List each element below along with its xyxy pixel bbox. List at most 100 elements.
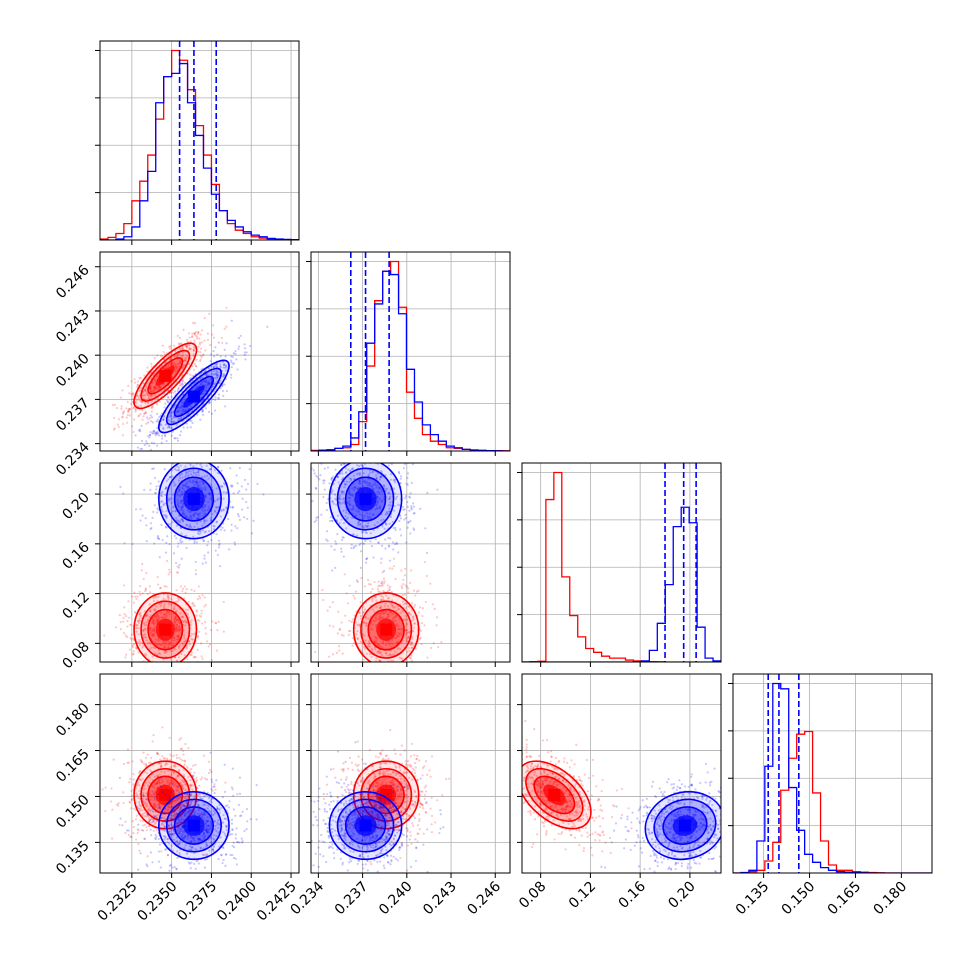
scatter-point	[347, 602, 350, 605]
scatter-point	[176, 634, 179, 638]
scatter-point	[180, 505, 184, 508]
scatter-point	[185, 354, 189, 358]
scatter-point	[167, 594, 170, 597]
scatter-point	[188, 455, 190, 457]
scatter-point	[440, 641, 443, 644]
scatter-point	[155, 685, 157, 687]
scatter-point	[181, 446, 183, 448]
scatter-point	[150, 756, 153, 760]
scatter-point	[196, 532, 200, 535]
scatter-point	[204, 496, 207, 499]
scatter-point	[181, 590, 184, 593]
scatter-point	[338, 628, 341, 631]
scatter-point	[302, 530, 304, 532]
scatter-point	[171, 644, 174, 647]
scatter-point	[137, 771, 141, 775]
scatter-point	[374, 670, 376, 672]
scatter-point	[371, 600, 374, 603]
scatter-point	[205, 386, 208, 389]
scatter-point	[154, 810, 157, 813]
scatter-point	[188, 769, 191, 772]
scatter-point	[145, 825, 148, 829]
scatter-point	[176, 410, 179, 413]
scatter-point	[149, 631, 153, 634]
scatter-point	[207, 461, 209, 463]
scatter-point	[178, 434, 182, 437]
scatter-point	[350, 460, 352, 462]
scatter-point	[384, 602, 387, 605]
scatter-point	[197, 483, 200, 486]
scatter-point	[179, 612, 182, 615]
scatter-point	[197, 330, 200, 334]
scatter-point	[185, 422, 188, 425]
scatter-point	[139, 584, 142, 588]
scatter-point	[148, 397, 151, 400]
scatter-point	[139, 593, 142, 596]
scatter-point	[217, 539, 221, 542]
scatter-point	[395, 641, 398, 645]
scatter-point	[194, 480, 197, 483]
scatter-point	[139, 376, 142, 379]
scatter-point	[179, 380, 182, 383]
scatter-point	[149, 488, 152, 492]
scatter-point	[192, 602, 195, 605]
scatter-point	[174, 363, 177, 366]
scatter-point	[163, 603, 166, 606]
scatter-point	[82, 437, 84, 439]
scatter-point	[162, 641, 165, 644]
scatter-point	[415, 590, 419, 593]
scatter-point	[399, 477, 402, 480]
scatter-point	[183, 585, 186, 588]
scatter-point	[180, 557, 183, 560]
scatter-point	[154, 432, 158, 435]
scatter-point	[374, 648, 377, 651]
scatter-point	[170, 417, 173, 420]
scatter-point	[161, 616, 165, 619]
scatter-point	[180, 492, 183, 495]
scatter-point	[387, 613, 390, 617]
scatter-point	[184, 344, 187, 347]
scatter-point	[407, 521, 410, 524]
scatter-point	[169, 391, 172, 394]
scatter-point	[128, 781, 131, 784]
scatter-point	[163, 665, 165, 667]
scatter-point	[381, 641, 384, 644]
scatter-point	[117, 425, 120, 428]
scatter-point	[172, 481, 175, 484]
scatter-point	[230, 529, 233, 532]
scatter-point	[164, 423, 167, 426]
scatter-point	[208, 401, 212, 404]
scatter-point	[215, 373, 218, 376]
scatter-point	[157, 537, 160, 540]
scatter-point	[375, 640, 378, 643]
scatter-point	[194, 334, 197, 337]
scatter-point	[349, 477, 353, 480]
scatter-point	[222, 363, 225, 367]
scatter-point	[299, 519, 301, 521]
scatter-point	[192, 479, 195, 482]
scatter-point	[186, 509, 190, 512]
scatter-point	[407, 605, 410, 608]
scatter-point	[146, 394, 150, 397]
scatter-point	[128, 408, 131, 411]
scatter-point	[385, 667, 387, 669]
scatter-point	[187, 412, 190, 415]
scatter-point	[396, 605, 399, 608]
scatter-point	[195, 480, 198, 483]
scatter-point	[142, 751, 145, 754]
scatter-point	[217, 397, 220, 400]
scatter-point	[160, 491, 163, 494]
scatter-point	[177, 387, 180, 390]
scatter-point	[306, 506, 308, 508]
scatter-point	[135, 647, 138, 650]
scatter-point	[333, 684, 335, 686]
scatter-point	[180, 616, 183, 619]
scatter-point	[157, 639, 160, 642]
scatter-point	[410, 609, 414, 612]
scatter-point	[152, 829, 155, 832]
scatter-point	[382, 582, 386, 585]
scatter-point	[142, 800, 145, 803]
scatter-point	[391, 605, 394, 608]
scatter-point	[223, 383, 226, 386]
scatter-point	[193, 539, 196, 543]
